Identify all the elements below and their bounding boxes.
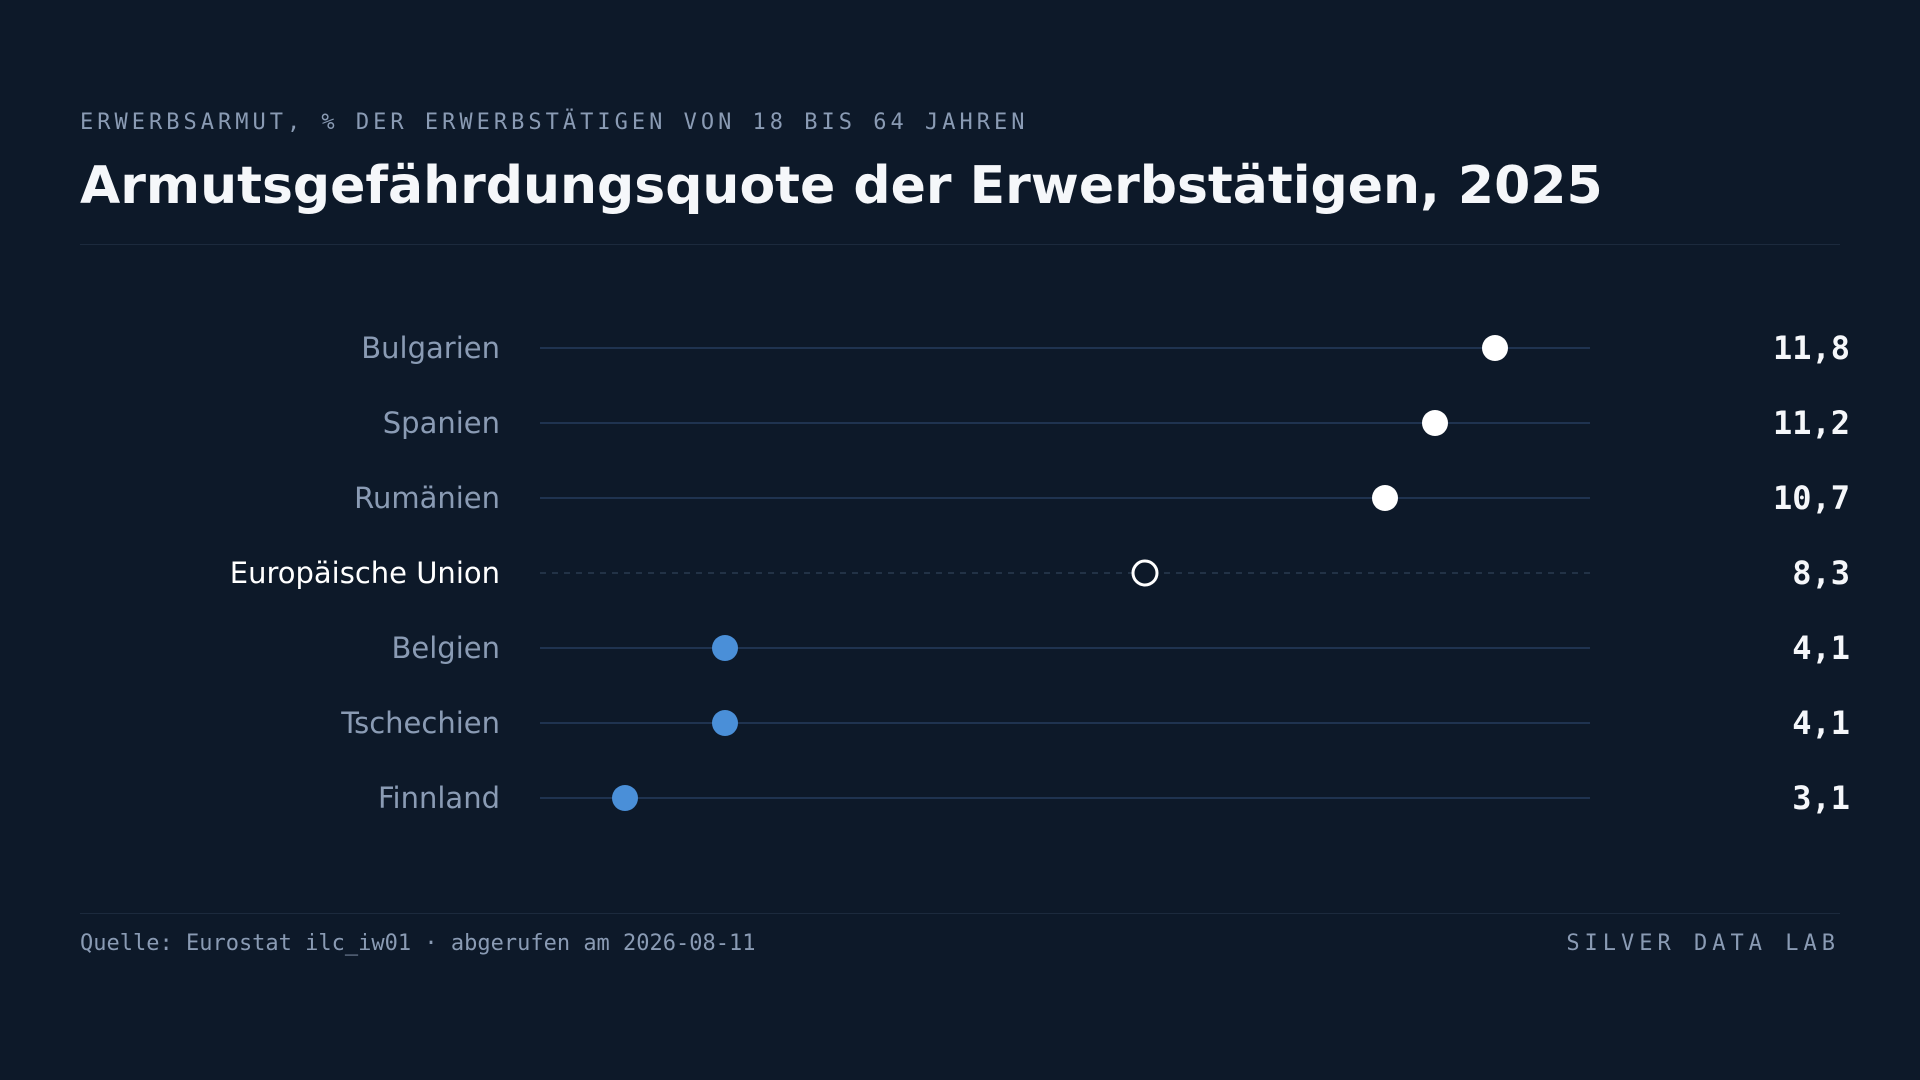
value-label: 11,8 [1773,329,1850,367]
category-label: Belgien [392,631,500,665]
data-dot [1482,335,1508,361]
category-label: Rumänien [354,481,500,515]
value-label: 10,7 [1773,479,1850,517]
data-dot [712,710,738,736]
category-label: Europäische Union [230,556,500,590]
reference-dot [1131,559,1159,587]
value-label: 3,1 [1792,779,1850,817]
value-label: 4,1 [1792,629,1850,667]
data-dot [712,635,738,661]
value-label: 11,2 [1773,404,1850,442]
header-divider [80,244,1840,245]
value-label: 8,3 [1792,554,1850,592]
chart-title: Armutsgefährdungsquote der Erwerbstätige… [80,156,1603,216]
category-label: Spanien [383,406,500,440]
source-note: Quelle: Eurostat ilc_iw01 · abgerufen am… [80,931,756,956]
data-dot [1422,410,1448,436]
data-dot [612,785,638,811]
footer-divider [80,913,1840,914]
category-label: Tschechien [340,706,500,740]
chart-kicker: ERWERBSARMUT, % DER ERWERBSTÄTIGEN VON 1… [80,110,1029,135]
category-label: Bulgarien [361,331,500,365]
brand-label: SILVER DATA LAB [1566,931,1840,956]
data-dot [1372,485,1398,511]
category-label: Finnland [378,781,500,815]
value-label: 4,1 [1792,704,1850,742]
